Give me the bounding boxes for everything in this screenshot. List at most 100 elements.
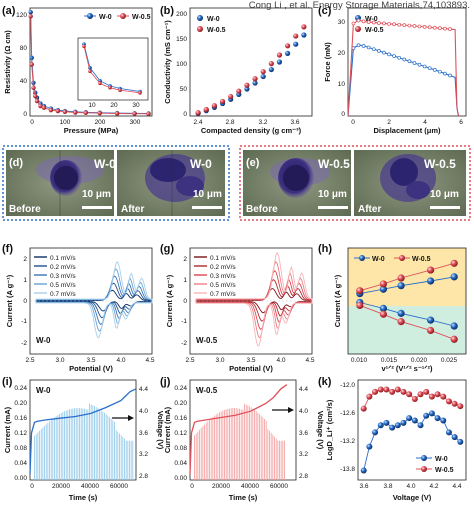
c-w0-marker: [412, 61, 417, 65]
c-w05-marker: [427, 25, 432, 30]
legend-a-marker-w05: [120, 13, 126, 19]
micrograph-panel-d: W-0 W-0 Before After 10 μm 10 μm (d): [2, 145, 230, 221]
c-w0-marker: [402, 57, 407, 62]
legend-a-marker-w0: [87, 13, 93, 19]
k-w05-point: [366, 393, 373, 400]
k-w05-point: [417, 391, 424, 398]
legend-k-marker-w0: [421, 455, 427, 461]
h-w0-0-point: [379, 285, 387, 293]
sample-label-i: W-0: [36, 386, 51, 395]
i-voltage-curve: [29, 388, 137, 475]
b-w0-point: [293, 41, 299, 47]
c-w05-marker: [407, 23, 412, 28]
micro-e-left-title: W-0.5: [318, 157, 350, 171]
tick-c-y2: 20: [338, 50, 346, 57]
tick-g-y2: 0: [183, 298, 187, 305]
c-w0-marker: [387, 52, 391, 57]
xlabel-c: Displacement (μm): [373, 126, 441, 135]
tick-k-x0: 3.6: [359, 483, 368, 490]
panel-label-f: (f): [2, 243, 13, 255]
legend-h-marker-w0: [359, 255, 365, 261]
c-w05-marker: [402, 23, 407, 27]
tick-j-y4: 0.16: [174, 415, 187, 422]
tick-j-y3: 0.12: [174, 430, 187, 437]
legend-f-rate-4: 0.7 mV/s: [50, 291, 76, 298]
tick-i-y3: 0.12: [14, 430, 27, 437]
xlabel-h: v¹ᐟ² (V¹ᐟ² s⁻¹ᐟ²): [382, 364, 433, 373]
ylabel-k: LogD_Li⁺ (cm²/s): [325, 399, 334, 460]
tick-j-y6: 0.24: [174, 385, 187, 392]
sample-label-f: W-0: [36, 336, 51, 345]
h-w05-1-point: [379, 280, 387, 288]
c-w05-curve: [347, 19, 460, 117]
a-w05-line: [30, 16, 149, 115]
k-w0-point: [445, 429, 452, 436]
tick-g-x3: 4.0: [276, 357, 285, 364]
tick-c-x3: 6: [459, 119, 463, 126]
y2label-j: Voltage (V): [316, 411, 325, 450]
c-w0-marker: [422, 64, 427, 69]
legend-h-label-w0: W-0: [372, 256, 385, 263]
h-w05-3-point: [427, 326, 435, 335]
a-w05-point: [114, 111, 120, 116]
a-w05-point: [62, 109, 68, 115]
micro-d-scale-left: 10 μm: [82, 189, 111, 200]
tick-f-y0: -2: [21, 340, 27, 347]
tick-a-inset-x0: 10: [88, 102, 96, 109]
k-w0-point: [366, 443, 373, 450]
k-w05-point: [360, 405, 367, 412]
legend-g: 0.1 mV/s 0.2 mV/s 0.3 mV/s 0.5 mV/s 0.7 …: [210, 255, 236, 298]
tick-c-x1: 2: [387, 119, 391, 126]
tick-i-y2: 0.08: [14, 445, 27, 452]
c-w05-marker: [382, 21, 386, 26]
h-w05-3-point: [397, 318, 405, 326]
c-w0-marker: [382, 50, 386, 55]
scale-bar-d-right: [192, 206, 222, 209]
c-w05-marker: [417, 24, 422, 29]
k-w05-point: [372, 388, 379, 395]
k-w0-point: [428, 410, 435, 417]
k-w0-point: [411, 417, 418, 424]
c-w0-marker: [443, 71, 447, 76]
c-w05-marker: [397, 22, 402, 27]
k-w0-point: [440, 417, 447, 424]
legend-g-rate-1: 0.2 mV/s: [210, 264, 236, 271]
panel-label-e: (e): [246, 157, 260, 169]
legend-f: 0.1 mV/s 0.2 mV/s 0.3 mV/s 0.5 mV/s 0.7 …: [50, 255, 76, 298]
k-w0-point: [360, 467, 367, 474]
h-w0-2-point: [427, 316, 435, 324]
k-w05-point: [406, 391, 413, 398]
tick-j-y5: 0.20: [174, 400, 187, 407]
tick-h-x1: 0.015: [381, 357, 398, 364]
tick-f-y1: -1: [21, 318, 27, 325]
legend-c-label-w05: W-0.5: [365, 27, 384, 34]
micro-d-after: After: [121, 204, 144, 215]
b-w0-point: [301, 32, 307, 38]
legend-g-rate-0: 0.1 mV/s: [210, 255, 236, 262]
tick-j-y2-0: 2.8: [299, 473, 308, 480]
tick-k-y0: -13.8: [340, 466, 355, 473]
h-w05-1-point: [356, 287, 364, 295]
tick-a-y0: 0: [23, 111, 27, 118]
tick-j-y0: 0.00: [174, 475, 187, 482]
tick-g-y0: -2: [181, 340, 187, 347]
tick-g-x4: 4.5: [305, 357, 314, 364]
tick-j-y2: 0.08: [174, 445, 187, 452]
c-w0-marker: [427, 66, 432, 71]
legend-b-label-w05: W-0.5: [207, 27, 226, 34]
a-w05-point: [33, 93, 38, 99]
k-w0-point: [372, 429, 379, 436]
c-w05-marker: [412, 24, 417, 28]
tick-h-x2: 0.020: [411, 357, 428, 364]
k-w05-point: [411, 396, 418, 403]
tick-h-x3: 0.025: [441, 357, 458, 364]
legend-b-marker-w05: [197, 26, 203, 32]
h-w05-1-point: [450, 259, 458, 267]
a-inset-w05-point: [98, 81, 102, 86]
legend-h-label-w05: W-0.5: [412, 256, 431, 263]
tick-j-y1: 0.04: [174, 460, 187, 467]
tick-a-inset-x1: 20: [110, 102, 118, 109]
tick-j-x1: 20000: [212, 483, 230, 490]
c-w0-curve: [347, 44, 460, 117]
